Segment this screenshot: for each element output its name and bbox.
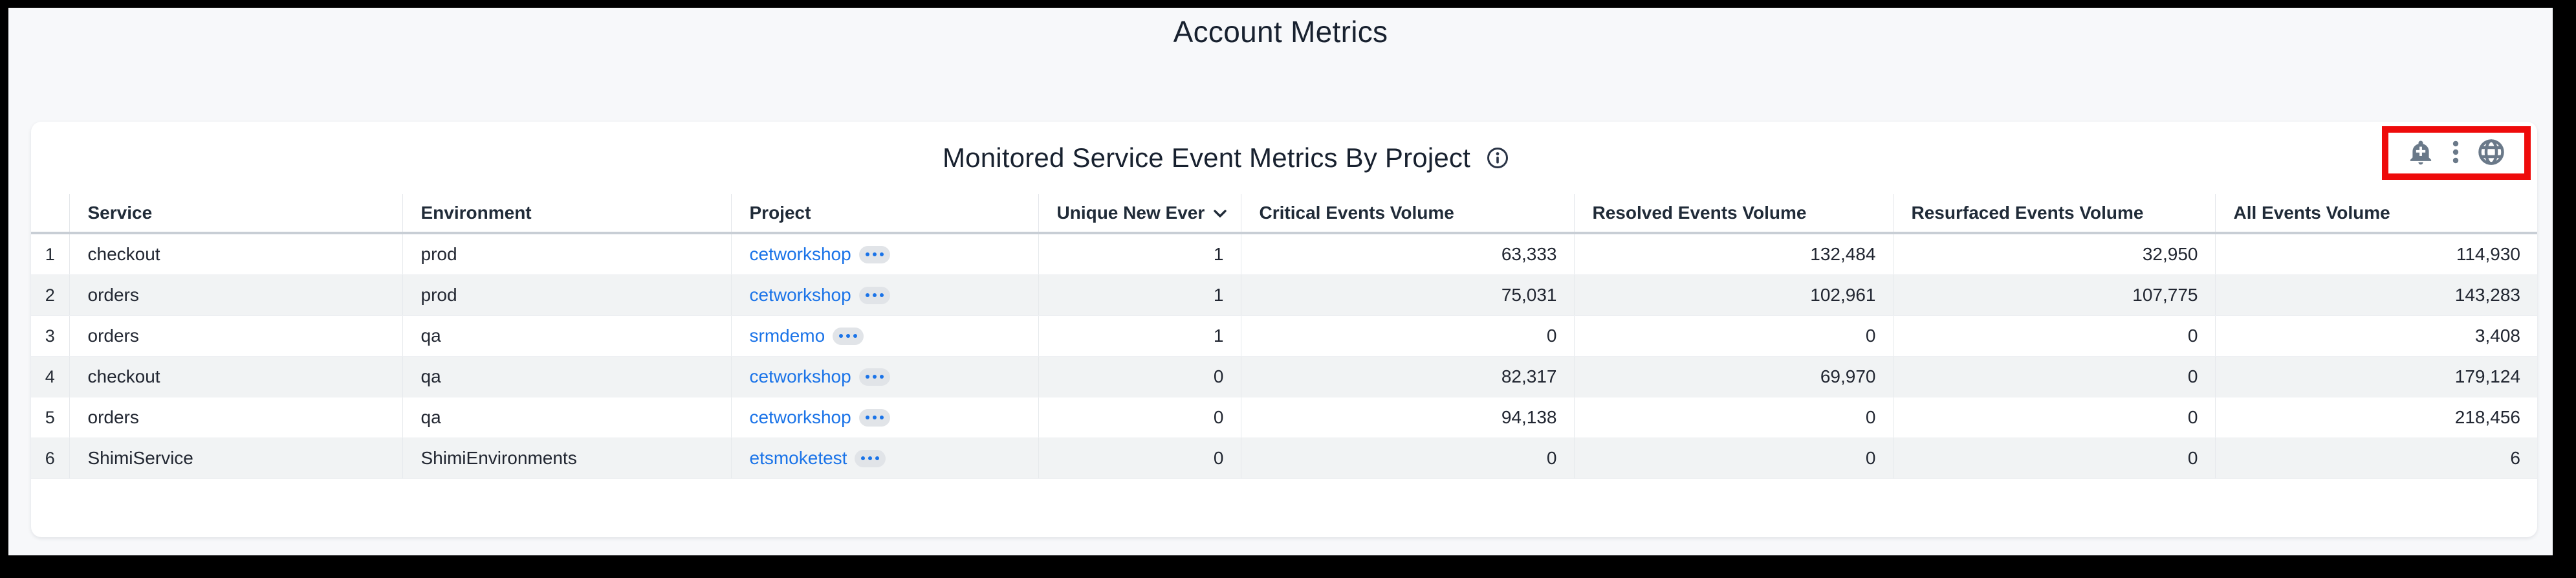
cell-service: orders (69, 315, 402, 357)
table-row: 2 orders prod cetworkshop 1 75,031 102,9… (31, 274, 2537, 316)
cell-environment: ShimiEnvironments (402, 438, 731, 479)
sort-desc-icon (1212, 203, 1228, 223)
cell-row-index: 1 (31, 233, 69, 275)
cell-critical-events-volume: 0 (1240, 438, 1574, 479)
metrics-widget-card: Monitored Service Event Metrics By Proje… (31, 122, 2537, 537)
annotation-highlight-box (2382, 126, 2531, 180)
dashboard-viewport: Account Metrics Monitored Service Event … (8, 8, 2553, 555)
cell-critical-events-volume: 94,138 (1240, 397, 1574, 438)
project-link[interactable]: cetworkshop (749, 244, 851, 264)
cell-unique-new-events: 0 (1038, 356, 1241, 397)
cell-row-index: 6 (31, 438, 69, 479)
cell-environment: qa (402, 315, 731, 357)
cell-all-events-volume: 143,283 (2214, 274, 2537, 316)
metrics-table: Service Environment Project Unique New E… (31, 194, 2537, 479)
project-link[interactable]: srmdemo (749, 326, 825, 346)
widget-title-row: Monitored Service Event Metrics By Proje… (31, 122, 2479, 194)
column-header-service[interactable]: Service (69, 194, 402, 234)
cell-project: cetworkshop (730, 397, 1038, 438)
cell-all-events-volume: 114,930 (2214, 233, 2537, 275)
cell-environment: qa (402, 397, 731, 438)
project-more-pill[interactable] (858, 408, 890, 427)
cell-environment: prod (402, 274, 731, 316)
cell-service: orders (69, 397, 402, 438)
project-link[interactable]: cetworkshop (749, 407, 851, 427)
cell-all-events-volume: 6 (2214, 438, 2537, 479)
info-icon[interactable] (1486, 146, 1509, 170)
column-header-label: Unique New Ever (1056, 203, 1205, 223)
cell-critical-events-volume: 63,333 (1240, 233, 1574, 275)
cell-service: checkout (69, 356, 402, 397)
cell-resolved-events-volume: 0 (1573, 438, 1893, 479)
cell-critical-events-volume: 82,317 (1240, 356, 1574, 397)
column-header-unique-new-events[interactable]: Unique New Ever (1038, 194, 1241, 234)
globe-icon (2477, 138, 2505, 168)
add-alert-icon (2407, 138, 2434, 168)
cell-resurfaced-events-volume: 0 (1892, 315, 2215, 357)
cell-all-events-volume: 179,124 (2214, 356, 2537, 397)
cell-row-index: 3 (31, 315, 69, 357)
cell-resolved-events-volume: 0 (1573, 397, 1893, 438)
cell-resurfaced-events-volume: 0 (1892, 438, 2215, 479)
cell-resurfaced-events-volume: 32,950 (1892, 233, 2215, 275)
kebab-menu-icon (2451, 138, 2460, 168)
widget-header: Monitored Service Event Metrics By Proje… (31, 122, 2537, 194)
cell-service: checkout (69, 233, 402, 275)
cell-environment: prod (402, 233, 731, 275)
column-header-all-events-volume[interactable]: All Events Volume (2214, 194, 2537, 234)
cell-project: cetworkshop (730, 356, 1038, 397)
cell-environment: qa (402, 356, 731, 397)
cell-all-events-volume: 218,456 (2214, 397, 2537, 438)
table-row: 1 checkout prod cetworkshop 1 63,333 132… (31, 233, 2537, 275)
project-more-pill[interactable] (833, 327, 864, 345)
cell-resolved-events-volume: 0 (1573, 315, 1893, 357)
cell-resurfaced-events-volume: 0 (1892, 397, 2215, 438)
cell-project: cetworkshop (730, 233, 1038, 275)
widget-title: Monitored Service Event Metrics By Proje… (942, 142, 1471, 173)
table-row: 3 orders qa srmdemo 1 0 0 0 3,408 (31, 315, 2537, 357)
project-more-pill[interactable] (858, 368, 890, 386)
cell-resurfaced-events-volume: 107,775 (1892, 274, 2215, 316)
project-link[interactable]: etsmoketest (749, 448, 847, 468)
column-header-resolved-events-volume[interactable]: Resolved Events Volume (1573, 194, 1893, 234)
cell-project: etsmoketest (730, 438, 1038, 479)
globe-button[interactable] (2477, 138, 2505, 168)
more-options-button[interactable] (2451, 138, 2460, 168)
header-row: Service Environment Project Unique New E… (31, 194, 2537, 234)
cell-service: orders (69, 274, 402, 316)
cell-unique-new-events: 0 (1038, 438, 1241, 479)
column-header-project[interactable]: Project (730, 194, 1038, 234)
cell-service: ShimiService (69, 438, 402, 479)
cell-unique-new-events: 0 (1038, 397, 1241, 438)
cell-unique-new-events: 1 (1038, 315, 1241, 357)
project-link[interactable]: cetworkshop (749, 285, 851, 305)
column-header-critical-events-volume[interactable]: Critical Events Volume (1240, 194, 1574, 234)
cell-all-events-volume: 3,408 (2214, 315, 2537, 357)
table-row: 4 checkout qa cetworkshop 0 82,317 69,97… (31, 356, 2537, 397)
cell-resolved-events-volume: 132,484 (1573, 233, 1893, 275)
cell-project: cetworkshop (730, 274, 1038, 316)
table-row: 6 ShimiService ShimiEnvironments etsmoke… (31, 438, 2537, 479)
cell-resolved-events-volume: 69,970 (1573, 356, 1893, 397)
cell-critical-events-volume: 0 (1240, 315, 1574, 357)
page-title: Account Metrics (1173, 15, 1388, 49)
project-more-pill[interactable] (858, 245, 890, 263)
cell-row-index: 5 (31, 397, 69, 438)
cell-row-index: 4 (31, 356, 69, 397)
project-more-pill[interactable] (858, 286, 890, 304)
column-header-environment[interactable]: Environment (402, 194, 731, 234)
project-more-pill[interactable] (855, 449, 886, 467)
cell-resurfaced-events-volume: 0 (1892, 356, 2215, 397)
add-alert-button[interactable] (2407, 138, 2434, 168)
cell-resolved-events-volume: 102,961 (1573, 274, 1893, 316)
column-header-index (31, 194, 69, 234)
project-link[interactable]: cetworkshop (749, 366, 851, 386)
cell-critical-events-volume: 75,031 (1240, 274, 1574, 316)
cell-row-index: 2 (31, 274, 69, 316)
cell-unique-new-events: 1 (1038, 274, 1241, 316)
cell-unique-new-events: 1 (1038, 233, 1241, 275)
table-row: 5 orders qa cetworkshop 0 94,138 0 0 218… (31, 397, 2537, 438)
cell-project: srmdemo (730, 315, 1038, 357)
column-header-resurfaced-events-volume[interactable]: Resurfaced Events Volume (1892, 194, 2215, 234)
